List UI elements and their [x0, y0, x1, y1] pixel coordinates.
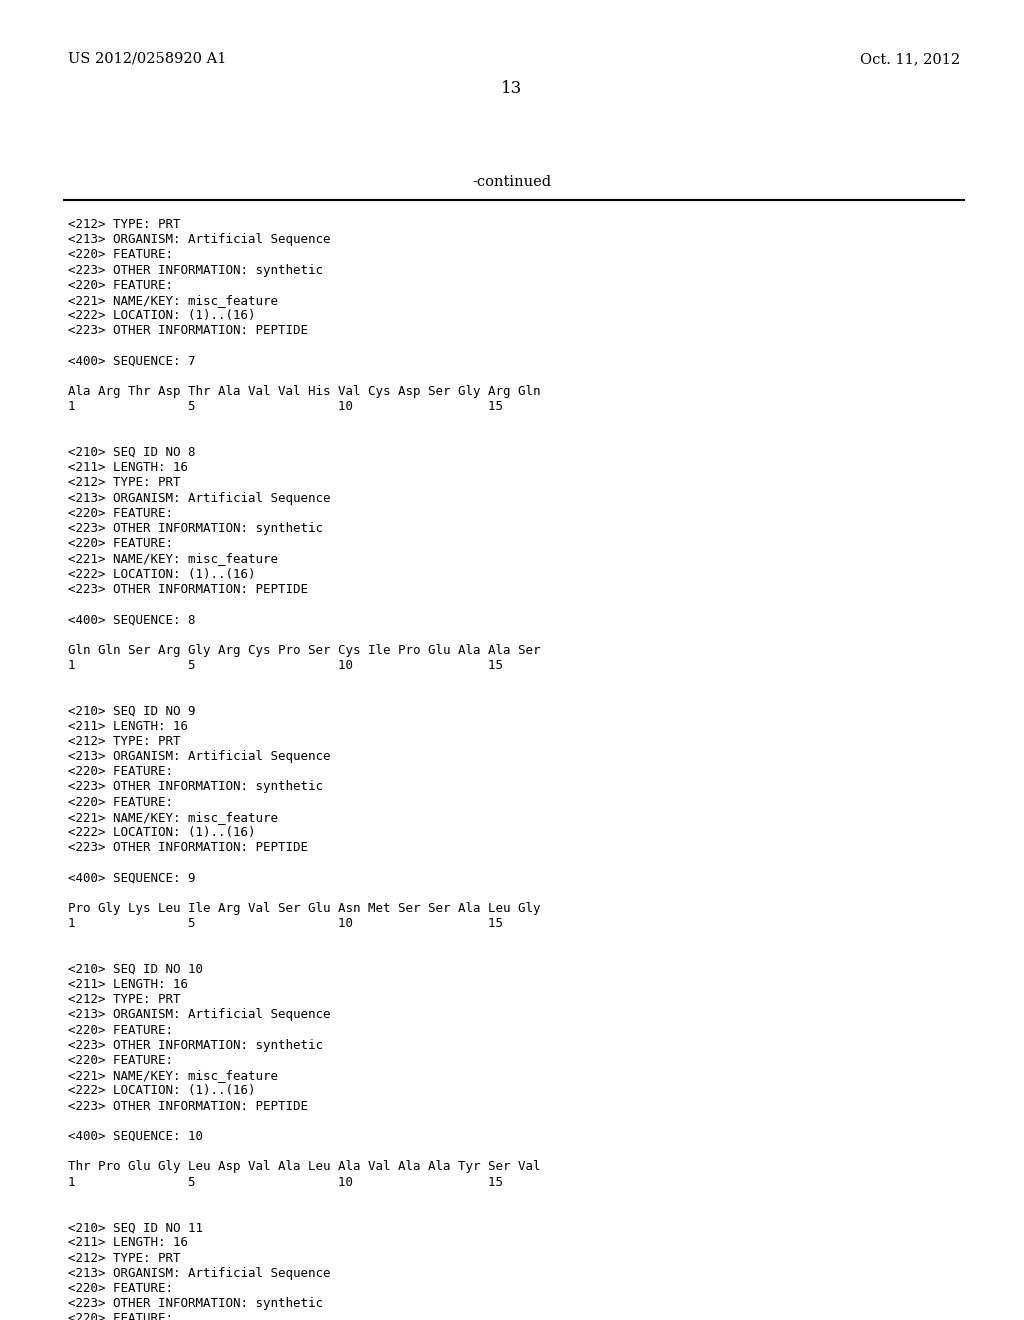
Text: <212> TYPE: PRT: <212> TYPE: PRT: [68, 477, 180, 490]
Text: <400> SEQUENCE: 7: <400> SEQUENCE: 7: [68, 355, 196, 368]
Text: <213> ORGANISM: Artificial Sequence: <213> ORGANISM: Artificial Sequence: [68, 1267, 331, 1280]
Text: Pro Gly Lys Leu Ile Arg Val Ser Glu Asn Met Ser Ser Ala Leu Gly: Pro Gly Lys Leu Ile Arg Val Ser Glu Asn …: [68, 902, 541, 915]
Text: <211> LENGTH: 16: <211> LENGTH: 16: [68, 978, 188, 991]
Text: -continued: -continued: [472, 176, 552, 189]
Text: <223> OTHER INFORMATION: synthetic: <223> OTHER INFORMATION: synthetic: [68, 521, 323, 535]
Text: <220> FEATURE:: <220> FEATURE:: [68, 507, 173, 520]
Text: <223> OTHER INFORMATION: PEPTIDE: <223> OTHER INFORMATION: PEPTIDE: [68, 1100, 308, 1113]
Text: Gln Gln Ser Arg Gly Arg Cys Pro Ser Cys Ile Pro Glu Ala Ala Ser: Gln Gln Ser Arg Gly Arg Cys Pro Ser Cys …: [68, 644, 541, 656]
Text: <223> OTHER INFORMATION: PEPTIDE: <223> OTHER INFORMATION: PEPTIDE: [68, 583, 308, 595]
Text: <400> SEQUENCE: 9: <400> SEQUENCE: 9: [68, 871, 196, 884]
Text: <222> LOCATION: (1)..(16): <222> LOCATION: (1)..(16): [68, 826, 256, 840]
Text: <211> LENGTH: 16: <211> LENGTH: 16: [68, 719, 188, 733]
Text: <210> SEQ ID NO 9: <210> SEQ ID NO 9: [68, 705, 196, 717]
Text: <212> TYPE: PRT: <212> TYPE: PRT: [68, 1251, 180, 1265]
Text: <211> LENGTH: 16: <211> LENGTH: 16: [68, 1237, 188, 1250]
Text: <220> FEATURE:: <220> FEATURE:: [68, 537, 173, 550]
Text: <213> ORGANISM: Artificial Sequence: <213> ORGANISM: Artificial Sequence: [68, 234, 331, 247]
Text: <220> FEATURE:: <220> FEATURE:: [68, 796, 173, 809]
Text: <223> OTHER INFORMATION: PEPTIDE: <223> OTHER INFORMATION: PEPTIDE: [68, 841, 308, 854]
Text: Ala Arg Thr Asp Thr Ala Val Val His Val Cys Asp Ser Gly Arg Gln: Ala Arg Thr Asp Thr Ala Val Val His Val …: [68, 385, 541, 399]
Text: Thr Pro Glu Gly Leu Asp Val Ala Leu Ala Val Ala Ala Tyr Ser Val: Thr Pro Glu Gly Leu Asp Val Ala Leu Ala …: [68, 1160, 541, 1173]
Text: Oct. 11, 2012: Oct. 11, 2012: [860, 51, 961, 66]
Text: <221> NAME/KEY: misc_feature: <221> NAME/KEY: misc_feature: [68, 294, 278, 308]
Text: <213> ORGANISM: Artificial Sequence: <213> ORGANISM: Artificial Sequence: [68, 491, 331, 504]
Text: <222> LOCATION: (1)..(16): <222> LOCATION: (1)..(16): [68, 568, 256, 581]
Text: <222> LOCATION: (1)..(16): <222> LOCATION: (1)..(16): [68, 309, 256, 322]
Text: 1               5                   10                  15: 1 5 10 15: [68, 917, 503, 931]
Text: <220> FEATURE:: <220> FEATURE:: [68, 1023, 173, 1036]
Text: <221> NAME/KEY: misc_feature: <221> NAME/KEY: misc_feature: [68, 1069, 278, 1082]
Text: US 2012/0258920 A1: US 2012/0258920 A1: [68, 51, 226, 66]
Text: <220> FEATURE:: <220> FEATURE:: [68, 1282, 173, 1295]
Text: <212> TYPE: PRT: <212> TYPE: PRT: [68, 218, 180, 231]
Text: <211> LENGTH: 16: <211> LENGTH: 16: [68, 461, 188, 474]
Text: <212> TYPE: PRT: <212> TYPE: PRT: [68, 735, 180, 748]
Text: <212> TYPE: PRT: <212> TYPE: PRT: [68, 993, 180, 1006]
Text: <220> FEATURE:: <220> FEATURE:: [68, 248, 173, 261]
Text: <223> OTHER INFORMATION: synthetic: <223> OTHER INFORMATION: synthetic: [68, 264, 323, 277]
Text: <223> OTHER INFORMATION: synthetic: <223> OTHER INFORMATION: synthetic: [68, 1298, 323, 1311]
Text: 1               5                   10                  15: 1 5 10 15: [68, 659, 503, 672]
Text: <210> SEQ ID NO 8: <210> SEQ ID NO 8: [68, 446, 196, 459]
Text: <220> FEATURE:: <220> FEATURE:: [68, 279, 173, 292]
Text: <210> SEQ ID NO 11: <210> SEQ ID NO 11: [68, 1221, 203, 1234]
Text: 1               5                   10                  15: 1 5 10 15: [68, 1176, 503, 1188]
Text: <223> OTHER INFORMATION: PEPTIDE: <223> OTHER INFORMATION: PEPTIDE: [68, 325, 308, 338]
Text: 13: 13: [502, 81, 522, 96]
Text: 1               5                   10                  15: 1 5 10 15: [68, 400, 503, 413]
Text: <223> OTHER INFORMATION: synthetic: <223> OTHER INFORMATION: synthetic: [68, 780, 323, 793]
Text: <221> NAME/KEY: misc_feature: <221> NAME/KEY: misc_feature: [68, 810, 278, 824]
Text: <220> FEATURE:: <220> FEATURE:: [68, 1053, 173, 1067]
Text: <400> SEQUENCE: 8: <400> SEQUENCE: 8: [68, 614, 196, 626]
Text: <220> FEATURE:: <220> FEATURE:: [68, 1312, 173, 1320]
Text: <223> OTHER INFORMATION: synthetic: <223> OTHER INFORMATION: synthetic: [68, 1039, 323, 1052]
Text: <221> NAME/KEY: misc_feature: <221> NAME/KEY: misc_feature: [68, 552, 278, 565]
Text: <220> FEATURE:: <220> FEATURE:: [68, 766, 173, 779]
Text: <400> SEQUENCE: 10: <400> SEQUENCE: 10: [68, 1130, 203, 1143]
Text: <213> ORGANISM: Artificial Sequence: <213> ORGANISM: Artificial Sequence: [68, 750, 331, 763]
Text: <222> LOCATION: (1)..(16): <222> LOCATION: (1)..(16): [68, 1085, 256, 1097]
Text: <210> SEQ ID NO 10: <210> SEQ ID NO 10: [68, 962, 203, 975]
Text: <213> ORGANISM: Artificial Sequence: <213> ORGANISM: Artificial Sequence: [68, 1008, 331, 1022]
